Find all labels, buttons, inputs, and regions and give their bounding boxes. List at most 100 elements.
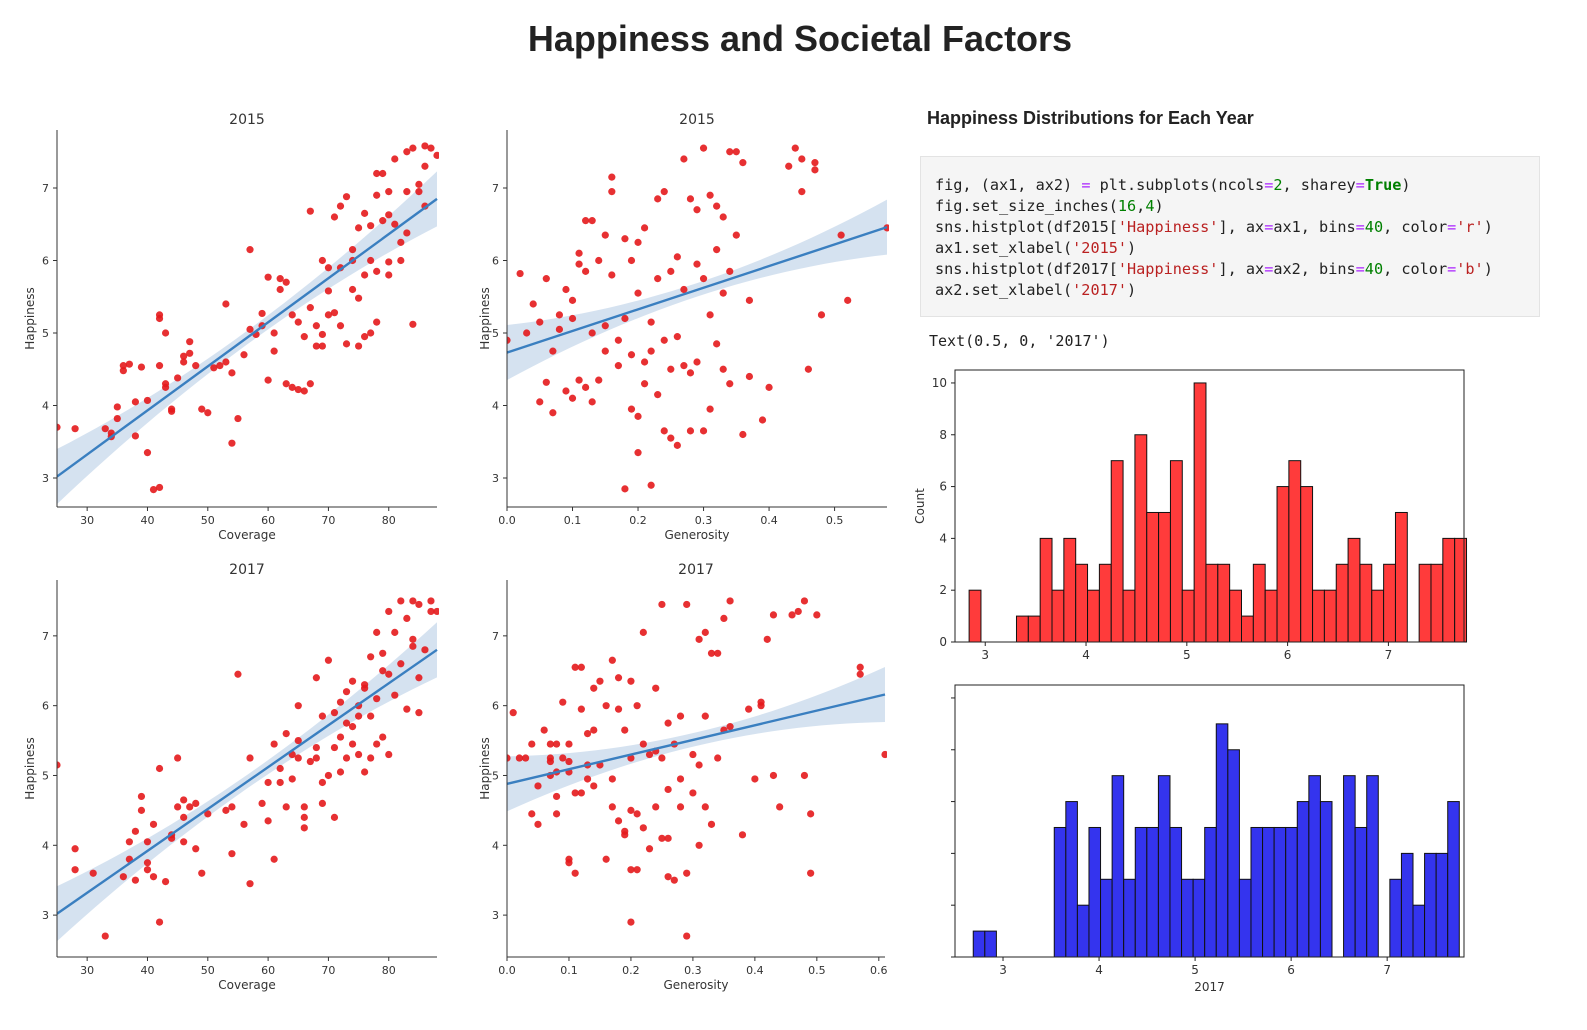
data-point xyxy=(798,155,806,163)
data-point xyxy=(707,820,716,828)
data-point xyxy=(258,799,266,808)
data-point xyxy=(571,789,579,797)
data-point xyxy=(751,775,759,783)
data-point xyxy=(222,358,230,366)
data-point xyxy=(174,754,182,762)
data-point xyxy=(590,782,598,790)
y-tick-label: 10 xyxy=(932,376,947,390)
y-tick-label: 6 xyxy=(492,700,499,713)
data-point xyxy=(397,660,405,668)
histogram-bar xyxy=(984,930,997,958)
data-point xyxy=(549,409,557,417)
histogram-bar xyxy=(1039,537,1053,643)
code-cell[interactable]: fig, (ax1, ax2) = plt.subplots(ncols=2, … xyxy=(920,156,1540,317)
code-token: = xyxy=(1264,218,1274,236)
histogram-bar xyxy=(1250,826,1264,958)
y-tick-label: 6 xyxy=(42,255,49,268)
data-point xyxy=(621,485,629,493)
data-point xyxy=(608,803,616,811)
y-axis-label: Happiness xyxy=(478,287,492,349)
x-tick-label: 4 xyxy=(1082,648,1090,662)
data-point xyxy=(676,775,685,783)
data-point xyxy=(385,258,393,266)
data-point xyxy=(601,231,609,239)
data-point xyxy=(590,726,598,734)
data-point xyxy=(391,155,399,163)
data-point xyxy=(348,285,357,294)
data-point xyxy=(583,775,592,783)
data-point xyxy=(881,750,887,759)
x-tick-label: 3 xyxy=(981,648,989,662)
x-tick-label: 30 xyxy=(80,964,94,977)
data-point xyxy=(745,372,754,381)
y-tick-label: 5 xyxy=(492,327,499,340)
data-point xyxy=(686,427,695,435)
data-point xyxy=(137,792,146,801)
code-token: ) xyxy=(1483,260,1493,278)
data-point xyxy=(288,775,296,783)
regression-line xyxy=(507,226,888,354)
histogram-bar xyxy=(1027,615,1041,643)
data-point xyxy=(769,771,778,780)
histogram-bar xyxy=(1088,826,1102,958)
x-tick-label: 0.4 xyxy=(760,514,778,527)
code-token: ) xyxy=(1127,281,1137,299)
data-point xyxy=(57,423,61,431)
x-tick-label: 7 xyxy=(1383,963,1391,977)
histogram-bar xyxy=(1276,486,1290,643)
data-point xyxy=(186,803,194,811)
x-tick-label: 60 xyxy=(261,514,275,527)
x-tick-label: 6 xyxy=(1284,648,1292,662)
data-point xyxy=(264,817,272,825)
data-point xyxy=(270,329,278,337)
data-point xyxy=(507,754,511,762)
data-point xyxy=(590,684,598,692)
histogram-bar xyxy=(1296,801,1310,958)
x-tick-label: 0.0 xyxy=(498,514,516,527)
data-point xyxy=(168,405,176,413)
data-point xyxy=(844,296,852,304)
data-point xyxy=(131,432,140,440)
data-point xyxy=(330,743,339,752)
data-point xyxy=(639,628,647,636)
data-point xyxy=(180,352,188,360)
data-point xyxy=(385,607,393,616)
data-point xyxy=(276,285,284,294)
data-point xyxy=(726,380,734,388)
data-point xyxy=(403,229,411,237)
data-point xyxy=(568,296,577,304)
histogram-bar xyxy=(1262,826,1275,958)
data-point xyxy=(582,217,590,225)
data-point xyxy=(294,754,302,762)
data-point xyxy=(240,820,248,828)
data-point xyxy=(673,333,681,341)
data-point xyxy=(397,256,405,265)
data-point xyxy=(318,712,326,720)
data-point xyxy=(614,362,622,370)
code-text[interactable]: fig, (ax1, ax2) = plt.subplots(ncols=2, … xyxy=(921,157,1539,301)
data-point xyxy=(391,220,399,228)
data-point xyxy=(324,656,333,664)
code-token: ) xyxy=(1127,239,1137,257)
data-point xyxy=(433,151,439,159)
data-point xyxy=(336,202,345,210)
x-tick-label: 0.5 xyxy=(808,964,826,977)
histogram-bar xyxy=(972,930,986,958)
data-point xyxy=(676,803,685,811)
data-point xyxy=(701,628,709,636)
data-point xyxy=(421,162,429,170)
data-point xyxy=(652,803,660,811)
data-point xyxy=(397,597,405,605)
histogram-bar xyxy=(1134,434,1148,643)
code-token: = xyxy=(1081,176,1091,194)
data-point xyxy=(228,803,236,811)
plot-area xyxy=(57,142,439,505)
data-point xyxy=(354,294,363,302)
data-point xyxy=(192,362,200,370)
data-point xyxy=(282,803,290,811)
data-point xyxy=(565,740,573,748)
code-token: = xyxy=(1355,260,1365,278)
data-point xyxy=(713,246,721,254)
histogram-bar xyxy=(1394,511,1408,643)
histogram-bar xyxy=(1252,563,1266,643)
